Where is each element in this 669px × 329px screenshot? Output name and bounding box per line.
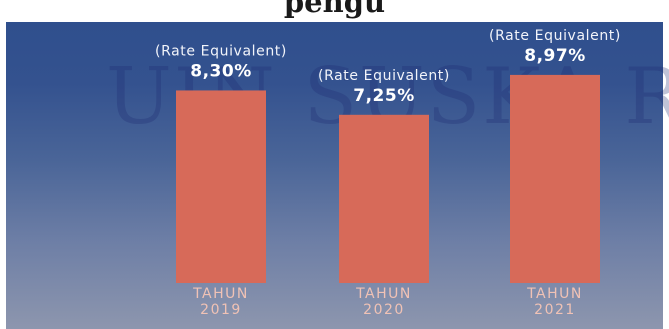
bar-1 bbox=[339, 114, 429, 283]
value-label-0: 8,30% bbox=[190, 61, 251, 81]
category-label-0-line2: 2019 bbox=[200, 302, 242, 318]
rate-equivalent-label-0: (Rate Equivalent) bbox=[155, 43, 287, 59]
title-strip: pengu bbox=[0, 0, 669, 22]
category-label-2-line1: TAHUN bbox=[526, 286, 583, 302]
category-label-0-line1: TAHUN bbox=[192, 286, 249, 302]
category-label-1-line2: 2020 bbox=[363, 302, 405, 318]
rate-equivalent-label-1: (Rate Equivalent) bbox=[318, 68, 450, 84]
category-label-1-line1: TAHUN bbox=[355, 286, 412, 302]
value-label-2: 8,97% bbox=[524, 46, 585, 66]
category-label-2-line2: 2021 bbox=[534, 302, 576, 318]
bar-0 bbox=[176, 90, 266, 283]
value-label-1: 7,25% bbox=[353, 86, 414, 106]
chart-title: pengu bbox=[283, 0, 386, 19]
rate-equivalent-label-2: (Rate Equivalent) bbox=[489, 28, 621, 44]
bar-2 bbox=[510, 74, 600, 283]
